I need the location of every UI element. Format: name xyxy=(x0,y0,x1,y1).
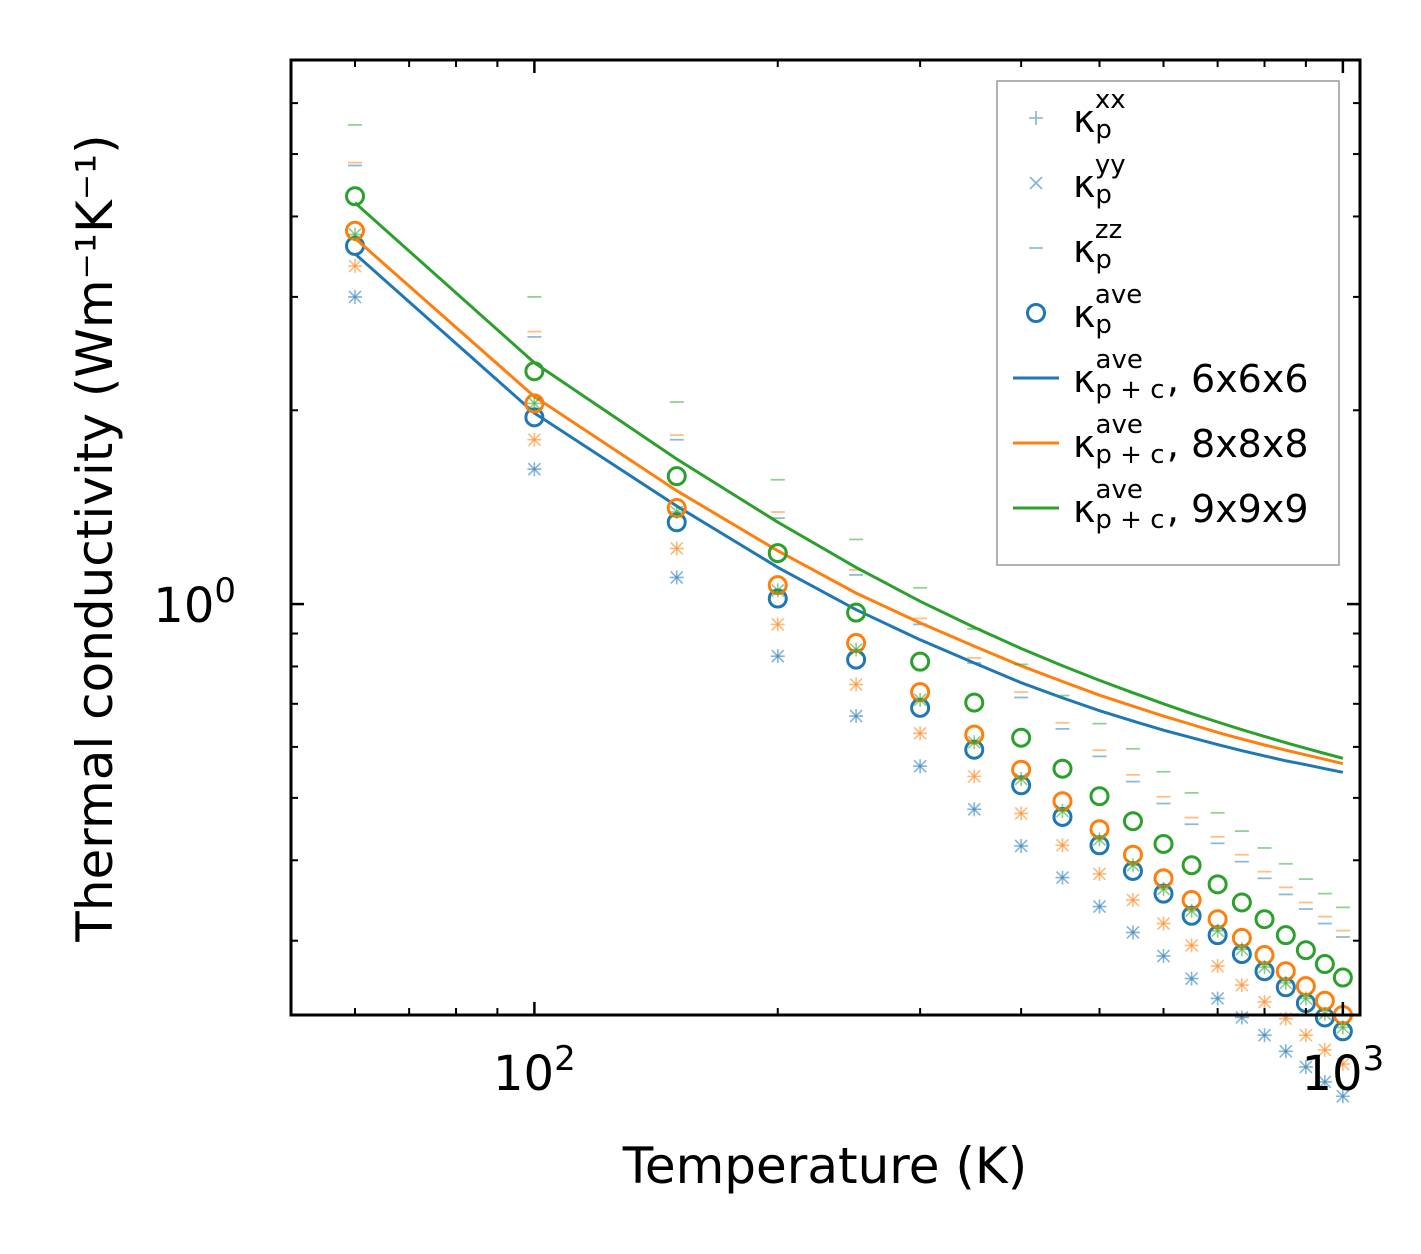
kappa-p-ave-point xyxy=(1122,811,1143,832)
kappa-p-yy-point xyxy=(1279,1044,1293,1058)
kappa-p-yy-point xyxy=(1126,893,1140,907)
kappa-p-yy-point xyxy=(849,709,863,723)
kappa-p-yy-point xyxy=(913,726,927,740)
kappa-p-yy-point xyxy=(1318,1043,1332,1057)
kappa-p-yy-point xyxy=(1126,858,1140,872)
kappa-p-yy-point xyxy=(527,462,541,476)
kappa-p-yy-point xyxy=(1336,1089,1350,1103)
kappa-p-yy-point xyxy=(771,617,785,631)
kappa-p-yy-point xyxy=(1211,959,1225,973)
kappa-p-c-ave-line xyxy=(354,252,1344,774)
kappa-p-yy-point xyxy=(1235,1010,1249,1025)
kappa-p-yy-point xyxy=(1126,925,1140,940)
kappa-p-ave-point xyxy=(1011,727,1032,748)
kappa-p-ave-point xyxy=(1275,925,1296,946)
kappa-p-ave-point xyxy=(767,543,788,564)
series-6x6x6 xyxy=(345,164,1353,1104)
kappa-p-ave-point xyxy=(1231,892,1252,913)
kappa-p-yy-point xyxy=(1014,772,1028,786)
kappa-p-ave-point xyxy=(1295,940,1316,961)
x-axis-label: Temperature (K) xyxy=(622,1137,1027,1195)
kappa-p-yy-point xyxy=(1211,924,1225,938)
kappa-p-yy-point xyxy=(1257,1028,1272,1042)
series-9x9x9 xyxy=(345,123,1353,1035)
kappa-p-yy-point xyxy=(1055,838,1070,852)
kappa-p-ave-point xyxy=(1089,786,1110,807)
kappa-p-yy-point xyxy=(1235,978,1249,992)
kappa-p-ave-point xyxy=(910,651,931,672)
kappa-p-ave-point xyxy=(964,692,985,713)
kappa-p-yy-point xyxy=(670,541,684,556)
kappa-p-yy-point xyxy=(1092,832,1107,846)
kappa-p-yy-point xyxy=(1235,942,1249,956)
kappa-p-yy-point xyxy=(348,290,362,304)
kappa-p-ave-point xyxy=(1052,758,1073,779)
legend-box xyxy=(996,80,1340,566)
kappa-p-yy-point xyxy=(670,505,684,519)
kappa-p-yy-point xyxy=(1092,867,1107,881)
kappa-p-ave-point xyxy=(1254,909,1275,930)
kappa-p-yy-point xyxy=(527,433,541,447)
kappa-p-yy-point xyxy=(1156,882,1171,896)
kappa-p-yy-point xyxy=(348,259,362,273)
kappa-p-yy-point xyxy=(1055,871,1070,885)
kappa-p-ave-point xyxy=(846,602,867,623)
kappa-p-yy-point xyxy=(1279,976,1293,990)
kappa-p-ave-point xyxy=(1153,833,1174,854)
kappa-p-yy-point xyxy=(1336,1057,1350,1071)
kappa-p-ave-point xyxy=(666,466,687,487)
kappa-p-yy-point xyxy=(967,735,981,749)
kappa-p-yy-point xyxy=(849,677,863,692)
kappa-p-c-ave-line xyxy=(354,201,1344,760)
kappa-p-yy-point xyxy=(1318,1075,1332,1089)
kappa-p-yy-point xyxy=(771,649,785,663)
legend-marker-plus xyxy=(1029,111,1043,125)
kappa-p-yy-point xyxy=(1185,972,1199,986)
kappa-p-yy-point xyxy=(967,802,981,816)
kappa-p-yy-point xyxy=(1257,960,1272,974)
kappa-p-yy-point xyxy=(1299,991,1313,1006)
legend-marker-x xyxy=(1029,176,1043,190)
kappa-p-yy-point xyxy=(670,570,684,584)
kappa-p-yy-point xyxy=(913,693,927,707)
kappa-p-yy-point xyxy=(1156,916,1171,931)
kappa-p-yy-point xyxy=(348,227,362,242)
kappa-p-yy-point xyxy=(913,759,927,773)
plot-frame xyxy=(289,58,1362,1017)
y-axis-label: Thermal conductivity (Wm⁻¹K⁻¹) xyxy=(66,134,124,942)
kappa-p-ave-point xyxy=(1181,855,1202,876)
legend-marker-circle xyxy=(1026,303,1046,323)
kappa-p-yy-point xyxy=(967,769,981,783)
kappa-p-ave-point xyxy=(1314,954,1335,975)
kappa-p-yy-point xyxy=(527,396,541,410)
plot-marks xyxy=(345,123,1353,1104)
kappa-p-yy-point xyxy=(1014,806,1028,820)
kappa-p-yy-point xyxy=(1055,804,1070,818)
kappa-p-yy-point xyxy=(849,642,863,657)
kappa-p-yy-point xyxy=(1185,938,1199,952)
kappa-p-yy-point xyxy=(1092,899,1107,914)
kappa-p-yy-point xyxy=(1299,1028,1313,1042)
kappa-p-c-ave-line xyxy=(354,237,1344,766)
kappa-p-yy-point xyxy=(1211,991,1225,1006)
kappa-p-yy-point xyxy=(1156,949,1171,963)
kappa-p-ave-point xyxy=(1207,874,1228,895)
kappa-p-yy-point xyxy=(1336,1020,1350,1034)
kappa-p-yy-point xyxy=(1014,839,1028,853)
kappa-p-yy-point xyxy=(1185,904,1199,918)
kappa-p-yy-point xyxy=(1299,1060,1313,1074)
x-tick-label: 103 xyxy=(1302,1039,1385,1102)
kappa-p-ave-point xyxy=(1332,967,1353,988)
kappa-p-yy-point xyxy=(1257,995,1272,1009)
kappa-p-yy-point xyxy=(771,583,785,598)
